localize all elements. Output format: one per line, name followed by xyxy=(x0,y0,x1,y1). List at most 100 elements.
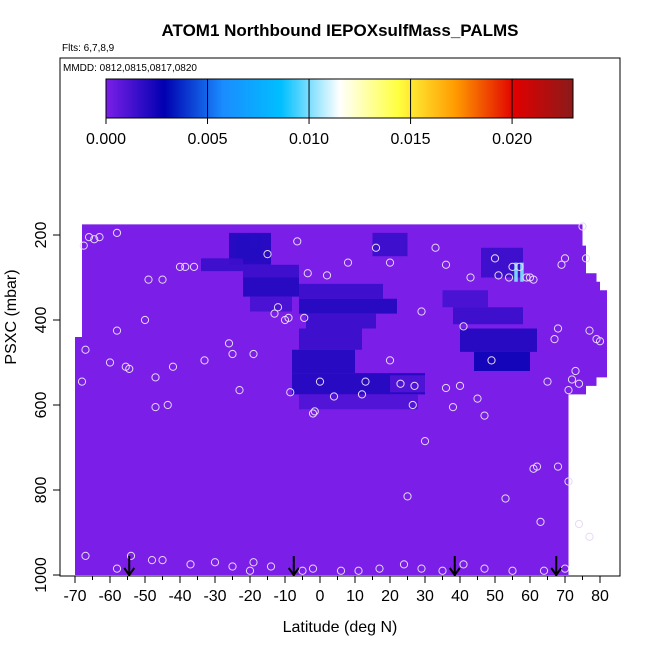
plot-frame xyxy=(59,57,621,577)
flight-point xyxy=(504,273,514,282)
flight-point xyxy=(375,564,384,573)
flight-point xyxy=(228,349,237,359)
x-tick-label: -10 xyxy=(273,588,296,605)
flight-point xyxy=(168,362,178,371)
flight-point xyxy=(126,551,136,560)
heatmap-cell xyxy=(299,283,383,299)
flight-point xyxy=(308,409,318,418)
flight-point xyxy=(77,377,87,386)
x-tick-label: 50 xyxy=(486,588,504,605)
flight-point xyxy=(564,386,573,395)
flight-point xyxy=(112,326,122,335)
flight-point xyxy=(574,519,584,529)
x-tick-label: -30 xyxy=(203,588,226,605)
y-tick-label: 800 xyxy=(33,477,50,504)
flight-point xyxy=(284,313,293,322)
heatmap-cell xyxy=(453,307,523,325)
flight-point xyxy=(249,558,258,567)
flight-point xyxy=(441,383,451,393)
flight-point xyxy=(315,377,325,386)
flight-point xyxy=(361,377,370,386)
x-tick-label: -70 xyxy=(63,588,86,605)
flight-point xyxy=(473,394,482,403)
flight-point xyxy=(581,254,591,263)
heatmap-cell xyxy=(299,328,362,350)
flight-point xyxy=(567,375,577,384)
heatmap-cell xyxy=(390,375,425,393)
flight-point xyxy=(585,326,594,335)
heatmap-cell xyxy=(520,262,524,282)
flight-point xyxy=(336,566,346,575)
flight-point xyxy=(550,335,559,344)
flight-point xyxy=(441,260,451,269)
flight-point xyxy=(490,254,500,263)
heatmap-cell xyxy=(460,328,537,352)
flight-point xyxy=(403,492,412,501)
flight-point xyxy=(459,322,468,331)
flight-point xyxy=(322,271,332,280)
heatmap-cell xyxy=(299,394,418,410)
flight-point xyxy=(354,566,363,575)
colorbar-tick-label: 0.010 xyxy=(289,131,329,148)
y-tick-label: 200 xyxy=(33,222,50,249)
flight-point xyxy=(571,366,580,376)
heatmap-cell xyxy=(442,290,488,308)
flight-point xyxy=(273,303,283,312)
flight-point xyxy=(158,275,167,284)
flight-point xyxy=(543,377,552,386)
x-tick-label: 40 xyxy=(451,588,469,605)
x-tick-label: -20 xyxy=(238,588,261,605)
x-tick-label: 70 xyxy=(556,588,574,605)
date-change-arrows xyxy=(123,556,563,576)
y-tick-label: 1000 xyxy=(33,557,50,593)
flight-point xyxy=(298,566,307,575)
flight-point xyxy=(329,392,339,401)
flight-point xyxy=(163,400,172,410)
flight-point xyxy=(501,494,510,503)
x-axis-label: Latitude (deg N) xyxy=(283,619,398,636)
flight-point xyxy=(249,349,258,359)
y-tick-label: 600 xyxy=(33,392,50,419)
flight-point xyxy=(140,315,150,325)
x-tick-label: 0 xyxy=(316,588,325,605)
flight-point xyxy=(557,260,566,269)
flights-label: Flts: 6,7,8,9 xyxy=(62,43,115,54)
flight-point xyxy=(84,233,94,242)
flight-point xyxy=(303,269,312,278)
flight-point xyxy=(574,379,584,388)
flight-point xyxy=(595,337,605,346)
x-tick-label: -40 xyxy=(168,588,191,605)
flight-point xyxy=(81,345,90,354)
heatmap-cell xyxy=(474,351,530,371)
flight-track-points xyxy=(77,222,605,575)
x-tick-label: 20 xyxy=(381,588,399,605)
flight-point xyxy=(431,243,440,252)
flight-point xyxy=(553,462,563,471)
flight-point xyxy=(105,358,115,367)
flight-point xyxy=(189,262,199,271)
flight-point xyxy=(385,258,395,267)
flight-point xyxy=(371,243,381,252)
flight-point xyxy=(308,564,318,573)
y-tick-label: 400 xyxy=(33,307,50,334)
flight-point xyxy=(200,356,209,365)
flight-point xyxy=(466,273,475,282)
flight-point xyxy=(270,309,279,318)
flight-point xyxy=(224,339,234,348)
flight-point xyxy=(90,235,99,244)
flight-point xyxy=(417,564,426,573)
flight-point xyxy=(125,364,134,373)
flight-point xyxy=(300,313,309,322)
x-tick-label: 60 xyxy=(521,588,539,605)
flight-point xyxy=(235,386,244,395)
flight-point xyxy=(410,381,419,390)
flight-point xyxy=(532,462,542,471)
flight-point xyxy=(585,532,594,541)
flight-point xyxy=(494,271,503,280)
flight-point xyxy=(343,258,353,267)
flight-point xyxy=(448,403,458,412)
heatmap-cell xyxy=(243,277,299,297)
heatmap-cell xyxy=(201,258,243,272)
flight-point xyxy=(151,403,160,412)
